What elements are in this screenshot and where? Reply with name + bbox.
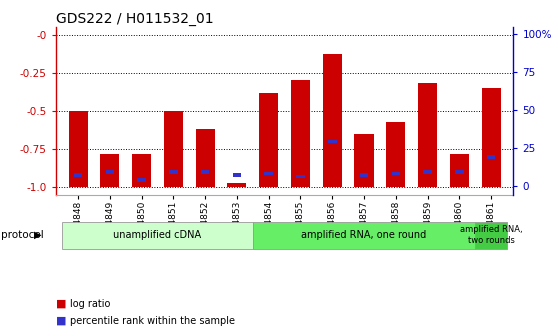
Bar (424, 170, 432, 174)
Bar (386, 122, 405, 187)
Bar (74, 173, 83, 177)
Bar (482, 88, 501, 187)
Bar (360, 173, 368, 177)
Bar (164, 111, 183, 187)
Bar (259, 92, 278, 187)
Bar (228, 183, 247, 187)
Bar (253, 222, 475, 249)
Text: protocol: protocol (1, 230, 44, 240)
Bar (62, 222, 253, 249)
Bar (233, 173, 241, 177)
Bar (328, 139, 336, 143)
Bar (291, 80, 310, 187)
Bar (392, 172, 400, 175)
Text: log ratio: log ratio (70, 299, 110, 309)
Text: ■: ■ (56, 316, 66, 326)
Bar (137, 178, 146, 181)
Text: amplified RNA,
two rounds: amplified RNA, two rounds (460, 225, 522, 245)
Text: unamplified cDNA: unamplified cDNA (113, 230, 201, 240)
Bar (196, 129, 215, 187)
Bar (100, 154, 119, 187)
Bar (296, 175, 305, 178)
Bar (323, 54, 341, 187)
Text: amplified RNA, one round: amplified RNA, one round (301, 230, 427, 240)
Bar (487, 155, 496, 159)
Bar (450, 154, 469, 187)
Text: ■: ■ (56, 299, 66, 309)
Bar (105, 170, 114, 174)
Bar (455, 170, 464, 174)
Text: ▶: ▶ (34, 230, 42, 240)
Bar (354, 134, 373, 187)
Bar (169, 170, 177, 174)
Text: percentile rank within the sample: percentile rank within the sample (70, 316, 235, 326)
Bar (264, 172, 273, 175)
Bar (475, 222, 507, 249)
Bar (418, 83, 437, 187)
Bar (132, 154, 151, 187)
Bar (201, 170, 209, 174)
Text: GDS222 / H011532_01: GDS222 / H011532_01 (56, 12, 213, 26)
Bar (69, 111, 88, 187)
